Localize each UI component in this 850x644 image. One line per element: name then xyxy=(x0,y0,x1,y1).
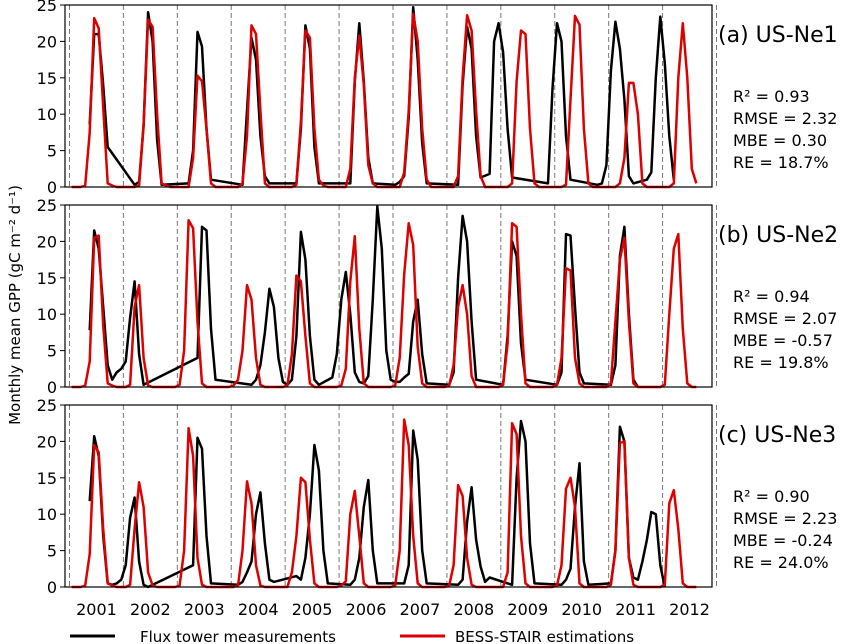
panel-frame xyxy=(64,404,713,588)
x-tick-label: 2009 xyxy=(507,600,548,619)
series-line-flux xyxy=(88,205,639,388)
site-label: (b) US-Ne2 xyxy=(718,223,838,248)
series-line-flux xyxy=(88,419,667,589)
site-label: (a) US-Ne1 xyxy=(718,23,838,48)
stat-text: RMSE = 2.07 xyxy=(733,309,837,328)
panels: 0 5 10 15 20 25 (a) US-Ne1 R² = 0.93 RMSE = 2.32… xyxy=(37,0,838,597)
y-tick-label: 15 xyxy=(37,469,57,488)
stat-text: RE = 19.8% xyxy=(733,353,829,372)
y-tick-label: 0 xyxy=(47,178,57,197)
x-tick-label: 2002 xyxy=(130,600,171,619)
y-tick-label: 20 xyxy=(37,232,57,251)
stat-text: R² = 0.93 xyxy=(733,87,810,106)
x-tick-label: 2003 xyxy=(184,600,225,619)
panel-frame xyxy=(64,204,713,388)
y-axis-label: Monthly mean GPP (gC m⁻² d⁻¹) xyxy=(6,185,24,425)
y-tick-label: 25 xyxy=(37,0,57,15)
legend-flux-label: Flux tower measurements xyxy=(140,628,336,644)
x-tick-label: 2012 xyxy=(669,600,710,619)
legend-bess-label: BESS-STAIR estimations xyxy=(455,628,634,644)
stat-text: R² = 0.94 xyxy=(733,287,810,306)
legend: Flux tower measurements BESS-STAIR estim… xyxy=(70,628,634,644)
x-tick-label: 2005 xyxy=(292,600,333,619)
series-line-bess xyxy=(71,12,698,189)
y-tick-label: 5 xyxy=(47,142,57,161)
x-tick-label: 2011 xyxy=(615,600,656,619)
y-tick-label: 25 xyxy=(37,396,57,415)
y-tick-label: 0 xyxy=(47,378,57,397)
y-tick-label: 20 xyxy=(37,432,57,451)
panel-frame xyxy=(64,4,713,188)
x-tick-label: 2004 xyxy=(238,600,279,619)
y-tick-label: 5 xyxy=(47,342,57,361)
stat-text: MBE = -0.24 xyxy=(733,531,833,550)
y-tick-label: 20 xyxy=(37,32,57,51)
stat-text: RMSE = 2.23 xyxy=(733,509,837,528)
x-tick-label: 2001 xyxy=(76,600,117,619)
stat-text: R² = 0.90 xyxy=(733,487,810,506)
y-tick-label: 0 xyxy=(47,578,57,597)
panel-0: 0 5 10 15 20 25 (a) US-Ne1 R² = 0.93 RMSE = 2.32… xyxy=(37,0,838,197)
site-label: (c) US-Ne3 xyxy=(718,423,836,448)
x-axis-year-labels: 2001 2002 2003 2004 2005 2006 2007 2008 2009 2010… xyxy=(76,600,710,619)
y-tick-label: 10 xyxy=(37,305,57,324)
x-tick-label: 2010 xyxy=(561,600,602,619)
stat-text: MBE = -0.57 xyxy=(733,331,833,350)
y-tick-label: 10 xyxy=(37,105,57,124)
y-tick-label: 10 xyxy=(37,505,57,524)
stat-text: RE = 18.7% xyxy=(733,153,829,172)
stat-text: RMSE = 2.32 xyxy=(733,109,837,128)
y-tick-label: 15 xyxy=(37,69,57,88)
stat-text: RE = 24.0% xyxy=(733,553,829,572)
x-tick-label: 2007 xyxy=(400,600,441,619)
stat-text: MBE = 0.30 xyxy=(733,131,827,150)
y-tick-label: 25 xyxy=(37,196,57,215)
panel-2: 0 5 10 15 20 25 (c) US-Ne3 R² = 0.90 RMSE = 2.23… xyxy=(37,396,838,597)
y-tick-label: 15 xyxy=(37,269,57,288)
y-tick-label: 5 xyxy=(47,542,57,561)
panel-1: 0 5 10 15 20 25 (b) US-Ne2 R² = 0.94 RMSE = 2.07… xyxy=(37,196,838,397)
x-tick-label: 2006 xyxy=(346,600,387,619)
x-tick-label: 2008 xyxy=(454,600,495,619)
series-line-bess xyxy=(71,418,697,589)
